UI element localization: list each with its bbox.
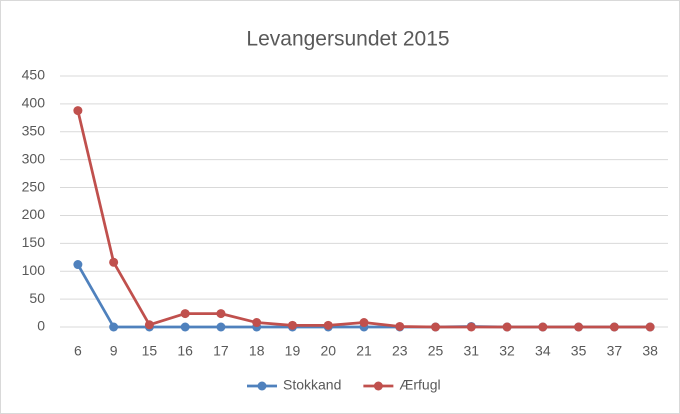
- data-point: [109, 257, 119, 267]
- data-point: [323, 320, 333, 330]
- y-tick-label: 400: [22, 95, 46, 111]
- data-point: [109, 322, 119, 332]
- data-point: [359, 318, 369, 328]
- x-tick-label: 17: [213, 343, 229, 359]
- x-tick-label: 21: [356, 343, 372, 359]
- data-point: [502, 322, 512, 332]
- y-tick-label: 100: [22, 262, 46, 278]
- x-tick-label: 19: [285, 343, 301, 359]
- y-tick-label: 200: [22, 206, 46, 222]
- data-point: [574, 322, 584, 332]
- data-point: [645, 322, 655, 332]
- x-tick-label: 34: [535, 343, 551, 359]
- data-point: [395, 321, 405, 331]
- data-point: [609, 322, 619, 332]
- x-tick-label: 20: [320, 343, 336, 359]
- chart-title: Levangersundet 2015: [246, 28, 449, 51]
- legend-marker: [257, 381, 267, 391]
- y-tick-label: 450: [22, 67, 46, 83]
- x-tick-label: 16: [177, 343, 193, 359]
- x-tick-label: 31: [464, 343, 480, 359]
- x-tick-label: 37: [607, 343, 623, 359]
- legend-label: Ærfugl: [399, 377, 440, 393]
- data-point: [431, 322, 441, 332]
- x-tick-label: 32: [499, 343, 515, 359]
- x-tick-label: 6: [74, 343, 82, 359]
- data-point: [180, 309, 190, 319]
- y-tick-label: 150: [22, 234, 46, 250]
- x-tick-label: 25: [428, 343, 444, 359]
- x-tick-label: 38: [642, 343, 658, 359]
- legend-label: Stokkand: [283, 377, 341, 393]
- x-tick-label: 9: [110, 343, 118, 359]
- y-tick-label: 0: [37, 318, 45, 334]
- y-tick-label: 300: [22, 150, 46, 166]
- x-tick-label: 18: [249, 343, 265, 359]
- data-point: [538, 322, 548, 332]
- y-tick-label: 350: [22, 122, 46, 138]
- data-point: [252, 318, 262, 328]
- data-point: [73, 260, 83, 270]
- x-tick-label: 15: [142, 343, 158, 359]
- data-point: [216, 322, 226, 332]
- data-point: [287, 320, 297, 330]
- data-point: [144, 320, 154, 330]
- y-tick-label: 50: [29, 290, 45, 306]
- y-tick-label: 250: [22, 178, 46, 194]
- data-point: [216, 309, 226, 319]
- data-point: [466, 322, 476, 332]
- data-point: [180, 322, 190, 332]
- data-point: [73, 106, 83, 116]
- legend-marker: [373, 381, 383, 391]
- x-tick-label: 35: [571, 343, 587, 359]
- x-tick-label: 23: [392, 343, 408, 359]
